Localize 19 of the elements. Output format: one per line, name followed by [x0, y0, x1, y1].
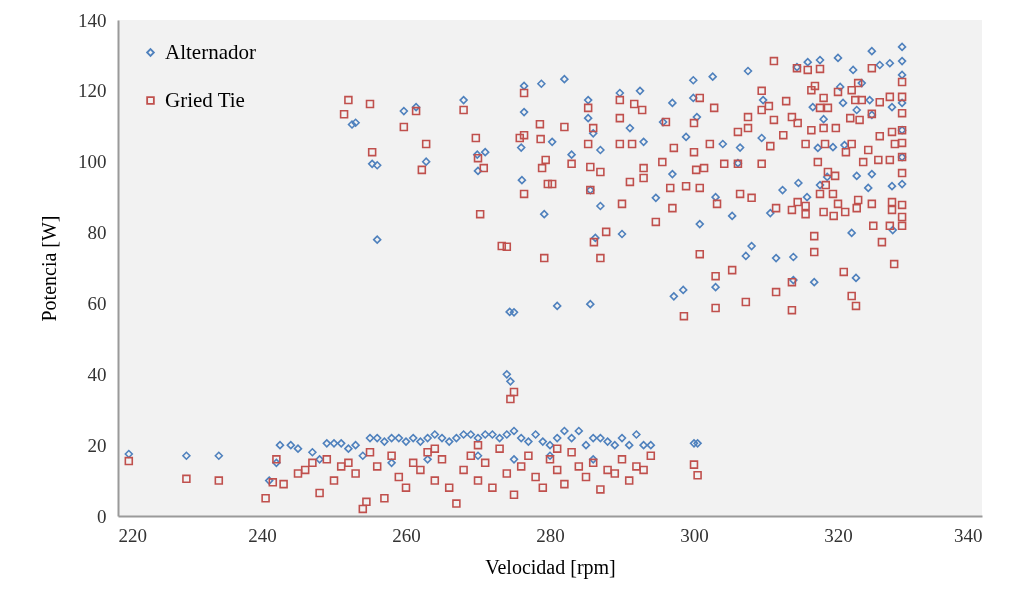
x-tick-label: 320 [824, 524, 853, 546]
y-tick-label: 100 [78, 151, 107, 173]
x-tick-label: 280 [536, 524, 565, 546]
y-tick-label: 40 [87, 363, 107, 385]
x-axis-title: Velocidad [rpm] [485, 555, 616, 579]
x-tick-label: 340 [954, 524, 983, 546]
y-axis-title: Potencia [W] [38, 215, 60, 322]
y-tick-label: 60 [87, 292, 107, 314]
x-tick-label: 300 [680, 524, 709, 546]
x-tick-label: 260 [392, 524, 421, 546]
legend-label: Alternador [165, 39, 256, 64]
y-tick-label: 140 [78, 9, 107, 31]
legend-label: Gried Tie [165, 87, 245, 112]
y-tick-label: 20 [87, 434, 107, 456]
x-tick-label: 220 [118, 524, 147, 546]
y-tick-label: 80 [87, 222, 107, 244]
y-tick-label: 120 [78, 80, 107, 102]
y-tick-label: 0 [97, 505, 107, 527]
x-tick-label: 240 [248, 524, 277, 546]
